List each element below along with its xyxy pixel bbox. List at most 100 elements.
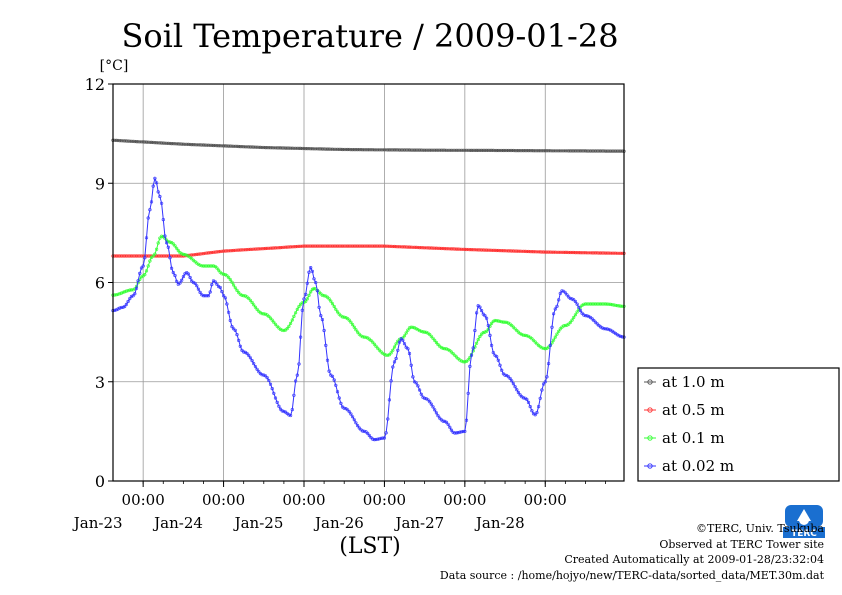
data-point (268, 146, 273, 150)
data-point (265, 376, 269, 380)
data-point (506, 249, 511, 253)
data-point (575, 302, 579, 306)
data-point (583, 302, 588, 306)
data-point (289, 321, 293, 326)
data-point (588, 149, 593, 153)
data-point (453, 431, 457, 435)
data-point (486, 248, 490, 252)
data-point (263, 146, 268, 150)
data-point (325, 358, 330, 362)
data-point (483, 248, 487, 252)
data-point (575, 310, 579, 314)
data-point (377, 244, 382, 248)
data-point (468, 248, 472, 252)
data-point (555, 149, 559, 153)
data-point (433, 338, 437, 343)
data-point (258, 311, 263, 315)
data-point (257, 247, 261, 251)
data-point (605, 327, 609, 331)
data-point (153, 252, 157, 256)
data-point (603, 302, 608, 306)
data-point (334, 307, 338, 311)
data-point (463, 429, 467, 434)
data-point (617, 149, 621, 153)
data-point (483, 314, 487, 318)
data-point (349, 244, 353, 248)
data-point (116, 254, 120, 258)
data-point (160, 141, 164, 145)
data-point (464, 418, 469, 422)
data-point (369, 338, 373, 343)
data-point (294, 146, 298, 150)
data-point (444, 420, 449, 424)
data-point (490, 321, 494, 326)
data-point (322, 244, 326, 248)
data-point (116, 292, 120, 296)
data-point (148, 208, 152, 212)
data-point (546, 149, 551, 153)
data-point (129, 254, 133, 258)
data-point (351, 323, 355, 327)
data-point (511, 148, 516, 153)
data-point (602, 149, 606, 153)
data-point (428, 148, 432, 152)
chart-title: Soil Temperature / 2009-01-28 (121, 17, 618, 55)
data-point (545, 375, 549, 379)
data-point (413, 148, 417, 152)
data-point (468, 148, 472, 152)
data-point (344, 244, 348, 248)
data-point (585, 314, 589, 318)
data-point (426, 148, 430, 152)
data-point (119, 139, 123, 143)
data-point (255, 247, 259, 251)
data-point (595, 149, 599, 153)
data-point (183, 253, 187, 257)
data-point (315, 147, 320, 151)
data-point (424, 246, 428, 250)
data-point (210, 250, 214, 255)
data-point (515, 249, 519, 253)
data-point (220, 249, 224, 253)
data-point (441, 419, 445, 423)
data-point (217, 250, 221, 254)
data-point (289, 413, 293, 418)
data-point (139, 275, 144, 279)
data-point (551, 338, 556, 342)
data-point (149, 140, 154, 144)
data-point (436, 148, 440, 152)
data-point (543, 347, 547, 351)
data-point (346, 244, 350, 248)
data-point (297, 146, 301, 150)
data-point (312, 277, 316, 281)
data-point (213, 280, 217, 284)
data-point (211, 264, 216, 268)
data-point (163, 234, 167, 238)
data-point (401, 336, 405, 340)
data-point (160, 201, 164, 205)
data-point (168, 256, 172, 260)
data-point (389, 148, 393, 152)
data-point (572, 298, 576, 302)
data-point (287, 413, 291, 417)
data-point (553, 149, 557, 153)
data-point (605, 251, 609, 255)
data-point (582, 149, 586, 153)
data-point (593, 320, 598, 324)
data-point (367, 244, 371, 248)
data-point (392, 345, 397, 349)
x-tick-date-label: Jan-24 (152, 514, 203, 532)
data-point (582, 313, 586, 317)
data-point (451, 430, 455, 434)
data-point (516, 249, 521, 253)
data-point (500, 148, 504, 153)
data-point (134, 254, 139, 258)
data-point (165, 141, 169, 145)
data-point (409, 325, 413, 329)
data-point (206, 264, 211, 268)
data-point (466, 358, 470, 362)
data-point (180, 254, 184, 258)
data-point (458, 247, 462, 251)
data-point (366, 244, 370, 248)
data-point (580, 149, 584, 153)
data-point (503, 249, 507, 253)
